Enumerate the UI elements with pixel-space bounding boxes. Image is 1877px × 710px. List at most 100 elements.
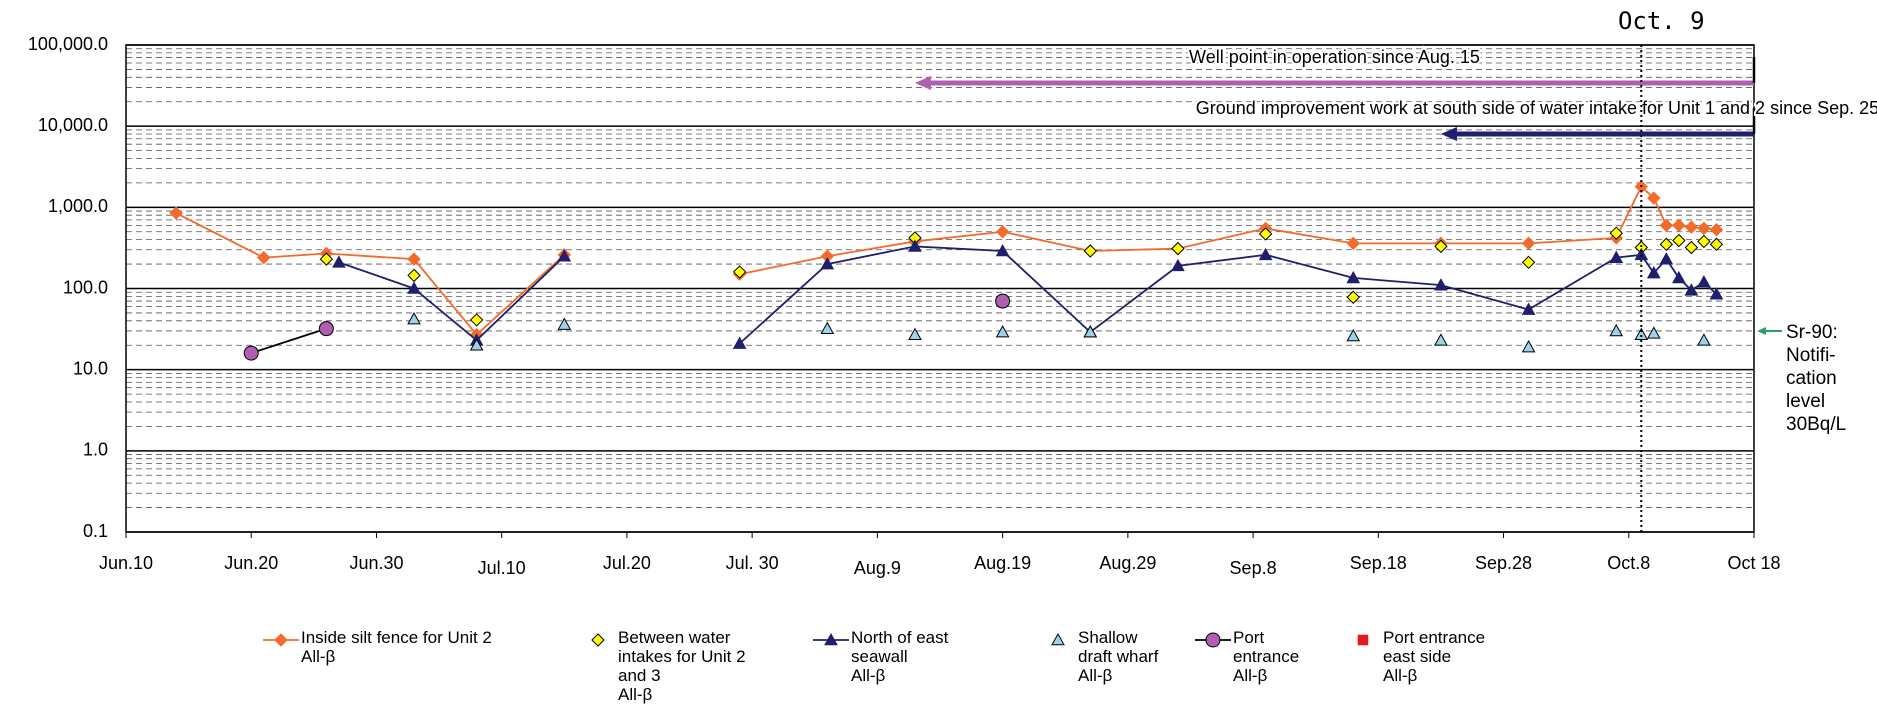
data-point	[1697, 234, 1711, 249]
y-tick-label: 10.0	[73, 358, 108, 378]
data-point	[1684, 240, 1699, 255]
data-point	[1171, 258, 1185, 272]
data-point	[1258, 227, 1273, 241]
data-point	[1521, 255, 1536, 270]
plot-frame	[125, 44, 1755, 533]
legend-label: North of east seawall All-β	[851, 628, 949, 685]
data-point	[995, 243, 1010, 257]
y-tick-label: 1,000.0	[48, 196, 108, 216]
annotation-text: Ground improvement work at south side of…	[1196, 98, 1877, 118]
data-point	[1709, 223, 1724, 237]
data-point	[1609, 250, 1624, 263]
data-point	[407, 312, 421, 325]
marker-line-label: Oct. 9	[1618, 7, 1705, 35]
data-point	[469, 338, 484, 351]
x-tick-label: Sep.18	[1350, 553, 1407, 573]
x-tick-label: Aug.9	[854, 558, 901, 578]
data-point	[407, 268, 421, 283]
data-point	[1709, 237, 1724, 252]
data-point	[1646, 266, 1661, 279]
data-point	[1697, 275, 1711, 288]
legend-marker	[1051, 632, 1065, 646]
data-point	[1346, 236, 1360, 251]
legend-label: Shallow draft wharf All-β	[1078, 628, 1159, 685]
data-point	[1083, 244, 1097, 258]
data-point	[1083, 325, 1098, 338]
legend-marker	[824, 632, 838, 646]
data-point	[1684, 220, 1699, 234]
data-point	[995, 293, 1011, 309]
x-tick-label: Sep.8	[1230, 558, 1277, 578]
legend-label: Inside silt fence for Unit 2 All-β	[301, 628, 492, 666]
arrow-head	[1757, 326, 1766, 335]
data-point	[1697, 333, 1711, 346]
legend-label: Port entrance east side All-β	[1383, 628, 1486, 685]
data-point	[407, 252, 421, 266]
data-point	[908, 327, 922, 340]
data-point	[1434, 278, 1448, 291]
data-point	[243, 345, 259, 361]
legend-label: Between water intakes for Unit 2 and 3 A…	[618, 628, 746, 704]
data-point	[1346, 290, 1360, 304]
series-line	[338, 245, 1718, 345]
x-tick-label: Jun.30	[349, 553, 403, 573]
legend-marker	[1357, 634, 1369, 646]
x-tick-label: Aug.29	[1099, 553, 1156, 573]
data-point	[469, 313, 484, 327]
data-point	[732, 336, 747, 349]
x-tick-label: Oct 18	[1727, 553, 1780, 573]
data-point	[1634, 247, 1649, 261]
arrow-head	[1440, 127, 1457, 141]
data-point	[318, 321, 334, 337]
data-point	[1659, 237, 1674, 252]
notification-label: Sr-90: Notifi- cation level 30Bq/L	[1786, 321, 1847, 435]
data-point	[407, 281, 421, 294]
data-point	[1672, 218, 1686, 233]
x-tick-label: Jun.10	[99, 553, 153, 573]
y-tick-label: 100,000.0	[28, 34, 108, 54]
legend-marker	[591, 633, 605, 647]
x-tick-label: Aug.19	[974, 553, 1031, 573]
data-point	[1434, 239, 1448, 254]
y-tick-label: 10,000.0	[38, 115, 108, 135]
y-tick-label: 1.0	[83, 440, 108, 460]
data-point	[1659, 252, 1674, 265]
data-point	[820, 321, 835, 334]
y-tick-label: 100.0	[63, 277, 108, 297]
data-point	[557, 249, 572, 262]
series-line	[175, 185, 1717, 336]
data-point	[1521, 236, 1536, 251]
data-point	[1659, 218, 1674, 233]
legend-marker	[274, 633, 288, 647]
x-tick-label: Jul.10	[478, 558, 526, 578]
x-tick-label: Jun.20	[224, 553, 278, 573]
data-point	[557, 317, 572, 330]
data-point	[1521, 340, 1536, 353]
data-point	[1647, 191, 1661, 205]
data-point	[1171, 241, 1185, 256]
data-point	[1346, 328, 1361, 342]
x-tick-label: Sep.28	[1475, 553, 1532, 573]
data-point	[1634, 327, 1649, 340]
data-point	[1609, 323, 1624, 337]
data-point	[1709, 287, 1724, 300]
data-point	[1434, 333, 1448, 346]
data-point	[995, 325, 1010, 338]
data-point	[1609, 226, 1623, 240]
data-point	[1346, 270, 1361, 284]
data-point	[332, 255, 346, 268]
x-tick-label: Oct.8	[1607, 553, 1650, 573]
data-point	[995, 225, 1010, 239]
data-point	[319, 252, 334, 266]
data-point	[1684, 283, 1699, 296]
data-point	[1521, 302, 1536, 315]
data-point	[1258, 247, 1273, 261]
annotation-text: Well point in operation since Aug. 15	[1189, 47, 1480, 67]
data-point	[908, 239, 922, 252]
data-point	[820, 257, 835, 270]
x-tick-label: Jul. 30	[726, 553, 779, 573]
data-point	[1646, 326, 1661, 339]
legend-marker	[1205, 632, 1221, 648]
